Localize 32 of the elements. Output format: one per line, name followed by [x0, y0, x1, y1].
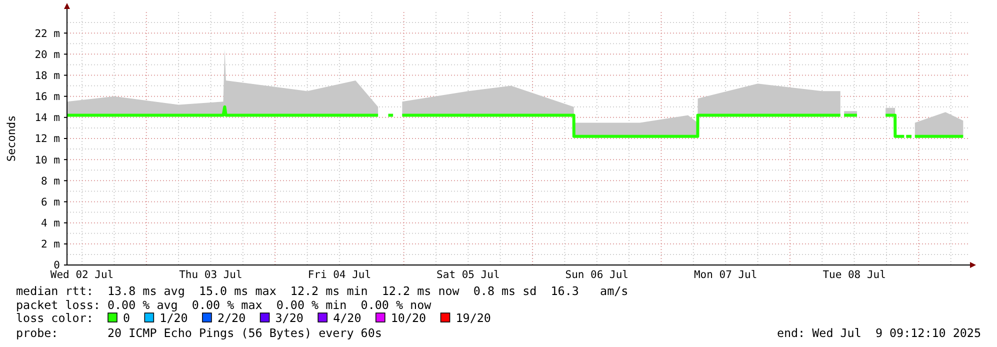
- x-tick-label: Tue 08 Jul: [822, 269, 886, 281]
- text: end: Wed Jul 9 09:12:10 2025: [776, 326, 981, 340]
- text: probe: 20 ICMP Echo Pings (56 Bytes) every 60s: [16, 326, 382, 340]
- legend-label: 10/20: [390, 311, 426, 325]
- y-tick-label: 8 m: [41, 175, 60, 188]
- legend-title: loss color:: [16, 311, 94, 325]
- y-tick-label: 22 m: [34, 28, 60, 40]
- x-tick-label: Mon 07 Jul: [694, 269, 758, 281]
- x-tick-label: Sat 05 Jul: [436, 269, 500, 281]
- x-tick-label: Fri 04 Jul: [308, 269, 372, 281]
- y-tick-label: 10 m: [34, 154, 60, 166]
- x-tick-label: Wed 02 Jul: [50, 269, 114, 281]
- x-tick-label: Thu 03 Jul: [179, 269, 242, 281]
- y-axis-title: Seconds: [5, 115, 18, 162]
- y-tick-label: 0: [54, 260, 60, 272]
- y-tick-label: 18 m: [34, 70, 60, 82]
- legend-label: 4/20: [333, 311, 362, 325]
- y-tick-label: 6 m: [41, 196, 60, 208]
- y-tick-label: 14 m: [34, 112, 60, 124]
- text: packet loss: 0.00 % avg 0.00 % max 0.00 % min 0.00 % now: [16, 298, 432, 312]
- legend-label: 3/20: [275, 311, 304, 325]
- legend-label: 0: [123, 311, 130, 325]
- legend-label: 2/20: [217, 311, 246, 325]
- legend-label: 1/20: [160, 311, 188, 325]
- x-tick-label: Sun 06 Jul: [565, 269, 628, 281]
- legend-label: 19/20: [456, 311, 491, 325]
- y-tick-label: 12 m: [34, 133, 60, 146]
- y-tick-label: 16 m: [34, 91, 60, 104]
- text: median rtt: 13.8 ms avg 15.0 ms max 12.2 ms min 12.2 ms now 0.8 ms sd 16.3 am/s: [16, 284, 628, 298]
- y-tick-label: 4 m: [41, 218, 60, 230]
- y-tick-label: 2 m: [41, 238, 60, 251]
- y-tick-label: 20 m: [34, 48, 60, 61]
